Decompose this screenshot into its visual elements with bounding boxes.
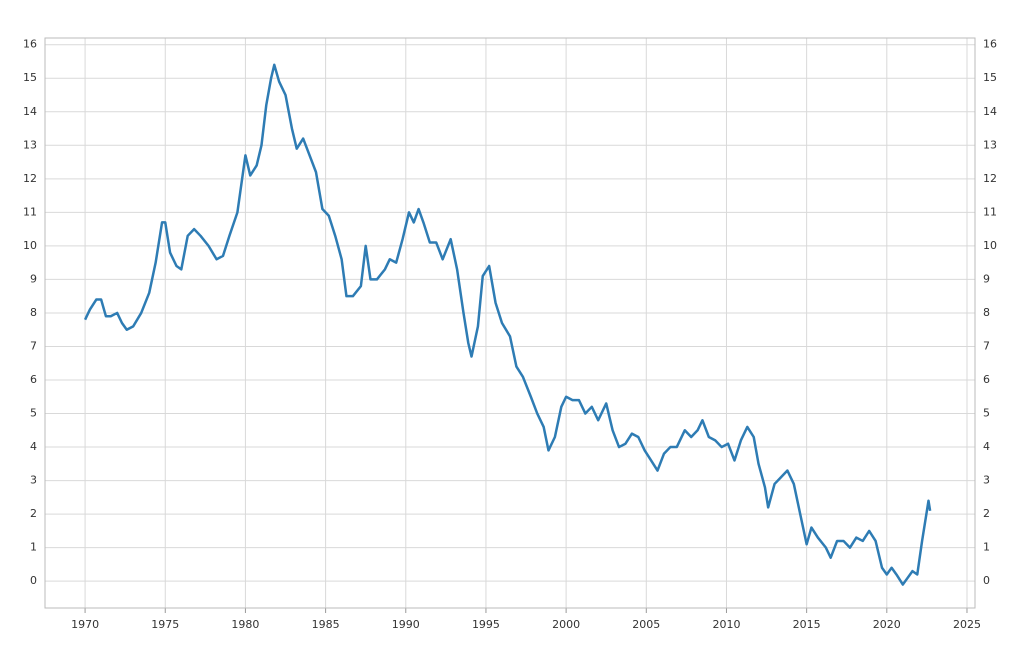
x-tick-label: 1985 [312, 618, 340, 631]
x-tick-label: 1970 [71, 618, 99, 631]
y-tick-label: 7 [30, 339, 37, 352]
y-tick-label: 9 [30, 272, 37, 285]
y-tick-label: 11 [23, 205, 37, 218]
x-tick-label: 2020 [873, 618, 901, 631]
x-tick-label: 2005 [632, 618, 660, 631]
y-tick-label: 15 [23, 71, 37, 84]
y-tick-label-right: 16 [983, 38, 997, 51]
y-tick-label: 5 [30, 407, 37, 420]
y-tick-label: 13 [23, 138, 37, 151]
y-tick-label-right: 12 [983, 172, 997, 185]
y-tick-label: 14 [23, 105, 37, 118]
y-tick-label-right: 14 [983, 105, 997, 118]
y-tick-label: 16 [23, 38, 37, 51]
y-tick-label: 10 [23, 239, 37, 252]
x-tick-label: 2015 [793, 618, 821, 631]
y-tick-label-right: 10 [983, 239, 997, 252]
y-tick-label: 8 [30, 306, 37, 319]
y-tick-label-right: 13 [983, 138, 997, 151]
y-tick-label-right: 11 [983, 205, 997, 218]
y-tick-label: 3 [30, 474, 37, 487]
y-tick-label-right: 1 [983, 541, 990, 554]
y-tick-label-right: 2 [983, 507, 990, 520]
y-tick-label-right: 4 [983, 440, 990, 453]
y-tick-label-right: 6 [983, 373, 990, 386]
y-tick-label: 1 [30, 541, 37, 554]
y-tick-label: 12 [23, 172, 37, 185]
x-tick-label: 2000 [552, 618, 580, 631]
x-tick-label: 1975 [151, 618, 179, 631]
y-tick-label: 0 [30, 574, 37, 587]
y-tick-label-right: 0 [983, 574, 990, 587]
x-tick-label: 1995 [472, 618, 500, 631]
x-tick-label: 1990 [392, 618, 420, 631]
y-tick-label: 4 [30, 440, 37, 453]
y-tick-label-right: 15 [983, 71, 997, 84]
y-tick-label-right: 9 [983, 272, 990, 285]
y-tick-label-right: 3 [983, 474, 990, 487]
y-tick-label: 6 [30, 373, 37, 386]
y-tick-label: 2 [30, 507, 37, 520]
plot-frame [44, 37, 976, 609]
x-tick-label: 1980 [231, 618, 259, 631]
y-tick-label-right: 7 [983, 339, 990, 352]
y-tick-label-right: 8 [983, 306, 990, 319]
x-tick-label: 2010 [712, 618, 740, 631]
y-tick-label-right: 5 [983, 407, 990, 420]
data-line [83, 63, 932, 586]
x-tick-label: 2025 [953, 618, 981, 631]
